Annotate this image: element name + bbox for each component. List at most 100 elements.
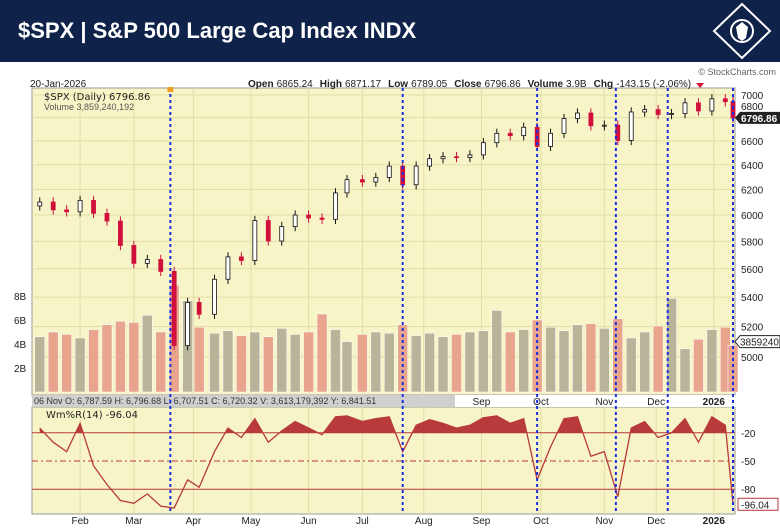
- price-tick-label: 6000: [741, 211, 764, 222]
- indicator-tick-label: -20: [741, 429, 756, 440]
- candle-body: [252, 220, 258, 261]
- candle-body: [521, 126, 527, 137]
- month-label-Nov: Nov: [595, 516, 613, 527]
- volume-bar: [478, 330, 489, 393]
- last-price-label: 6796.86: [741, 114, 778, 125]
- volume-bar: [61, 334, 72, 393]
- volume-bar: [679, 348, 691, 393]
- candle-body: [333, 192, 338, 220]
- candle-body: [682, 102, 688, 114]
- price-tick-label: 5800: [741, 237, 764, 248]
- candle-body: [319, 217, 325, 220]
- info-chg-value: -143.15 (-2.06%): [616, 79, 691, 90]
- volume-tick-label: 6B: [14, 316, 27, 327]
- price-tick-label: 6800: [741, 102, 764, 113]
- info-volume-label: Volume: [528, 79, 564, 90]
- candle-body: [642, 109, 648, 113]
- candle-body: [386, 165, 392, 178]
- month-label-Mar: Mar: [125, 516, 143, 527]
- price-tick-label: 7000: [741, 91, 764, 102]
- volume-bar: [222, 330, 234, 393]
- candle-body: [185, 302, 191, 346]
- candle-body: [265, 220, 271, 242]
- candle-body: [413, 165, 419, 186]
- volume-bar: [276, 328, 287, 393]
- indicator-tick-label: -50: [741, 457, 756, 468]
- volume-bar: [437, 336, 449, 393]
- candle-body: [279, 226, 285, 242]
- price-tick-label: 5000: [741, 353, 764, 364]
- volume-bar: [410, 335, 422, 393]
- watermark: © StockCharts.com: [698, 67, 776, 77]
- price-tick-label: 6600: [741, 137, 764, 148]
- info-chg-label: Chg: [594, 79, 613, 90]
- candle-body: [373, 177, 379, 183]
- volume-bar: [34, 336, 46, 393]
- info-close-value: 6796.86: [484, 79, 521, 90]
- candle-body: [225, 256, 231, 280]
- strip-month-label-2026: 2026: [703, 397, 726, 408]
- volume-bar: [236, 335, 247, 393]
- indicator-tick-label: -80: [741, 485, 756, 496]
- volume-bar: [572, 324, 583, 393]
- candle-body: [696, 102, 701, 112]
- candle-body: [601, 124, 607, 127]
- month-label-May: May: [242, 516, 261, 527]
- volume-bar: [599, 328, 610, 393]
- volume-bar: [384, 332, 395, 393]
- candle-body: [77, 199, 83, 213]
- indicator-legend: Wm%R(14) -96.04: [46, 410, 138, 421]
- candle-body: [171, 271, 177, 346]
- last-volume-tag: [734, 335, 780, 349]
- last-price-tag: [735, 111, 780, 124]
- candle-body: [655, 109, 661, 115]
- info-open-label: Open: [248, 79, 274, 90]
- volume-bar: [341, 341, 353, 393]
- candle-body: [575, 112, 580, 119]
- volume-bar: [652, 325, 664, 393]
- data-readout: 06 Nov O: 6,787.59 H: 6,796.68 L: 6,707.…: [34, 396, 376, 406]
- volume-bar: [727, 344, 739, 393]
- month-label-Apr: Apr: [186, 516, 202, 527]
- volume-bar: [625, 337, 637, 393]
- month-label-Dec: Dec: [647, 516, 665, 527]
- candle-body: [507, 132, 513, 137]
- volume-bar: [142, 314, 153, 393]
- candle-body: [440, 156, 446, 160]
- volume-bar: [531, 319, 543, 393]
- volume-tick-label: 2B: [14, 364, 27, 375]
- volume-bar: [128, 322, 140, 393]
- strip-month-label-Sep: Sep: [473, 397, 491, 408]
- info-high-value: 6871.17: [345, 79, 382, 90]
- info-low-value: 6789.05: [411, 79, 448, 90]
- candle-body: [144, 259, 150, 264]
- candle-body: [454, 156, 459, 159]
- volume-bar: [558, 330, 570, 393]
- month-label-Aug: Aug: [415, 516, 433, 527]
- candle-body: [91, 199, 96, 214]
- strip-month-label-Dec: Dec: [647, 397, 665, 408]
- readout-strip: [32, 395, 455, 407]
- indicator-line: [39, 415, 734, 509]
- candle-body: [709, 98, 715, 112]
- volume-bar: [666, 298, 677, 393]
- volume-bar: [504, 331, 516, 393]
- candle-body: [427, 158, 432, 167]
- candle-body: [131, 245, 137, 264]
- info-close-label: Close: [454, 79, 482, 90]
- volume-bar: [464, 331, 476, 393]
- candle-body: [561, 118, 567, 134]
- strip-month-label-Oct: Oct: [533, 397, 549, 408]
- price-tick-label: 5200: [741, 322, 764, 333]
- candle-body: [292, 214, 298, 227]
- marker-flag-icon: [167, 87, 174, 92]
- volume-bar: [424, 332, 435, 393]
- volume-bar: [209, 332, 220, 393]
- month-label-Jul: Jul: [356, 516, 369, 527]
- volume-bar: [101, 324, 113, 393]
- candle-body: [196, 302, 202, 315]
- volume-bar: [249, 331, 261, 393]
- candle-body: [494, 132, 500, 144]
- volume-bar: [115, 320, 126, 393]
